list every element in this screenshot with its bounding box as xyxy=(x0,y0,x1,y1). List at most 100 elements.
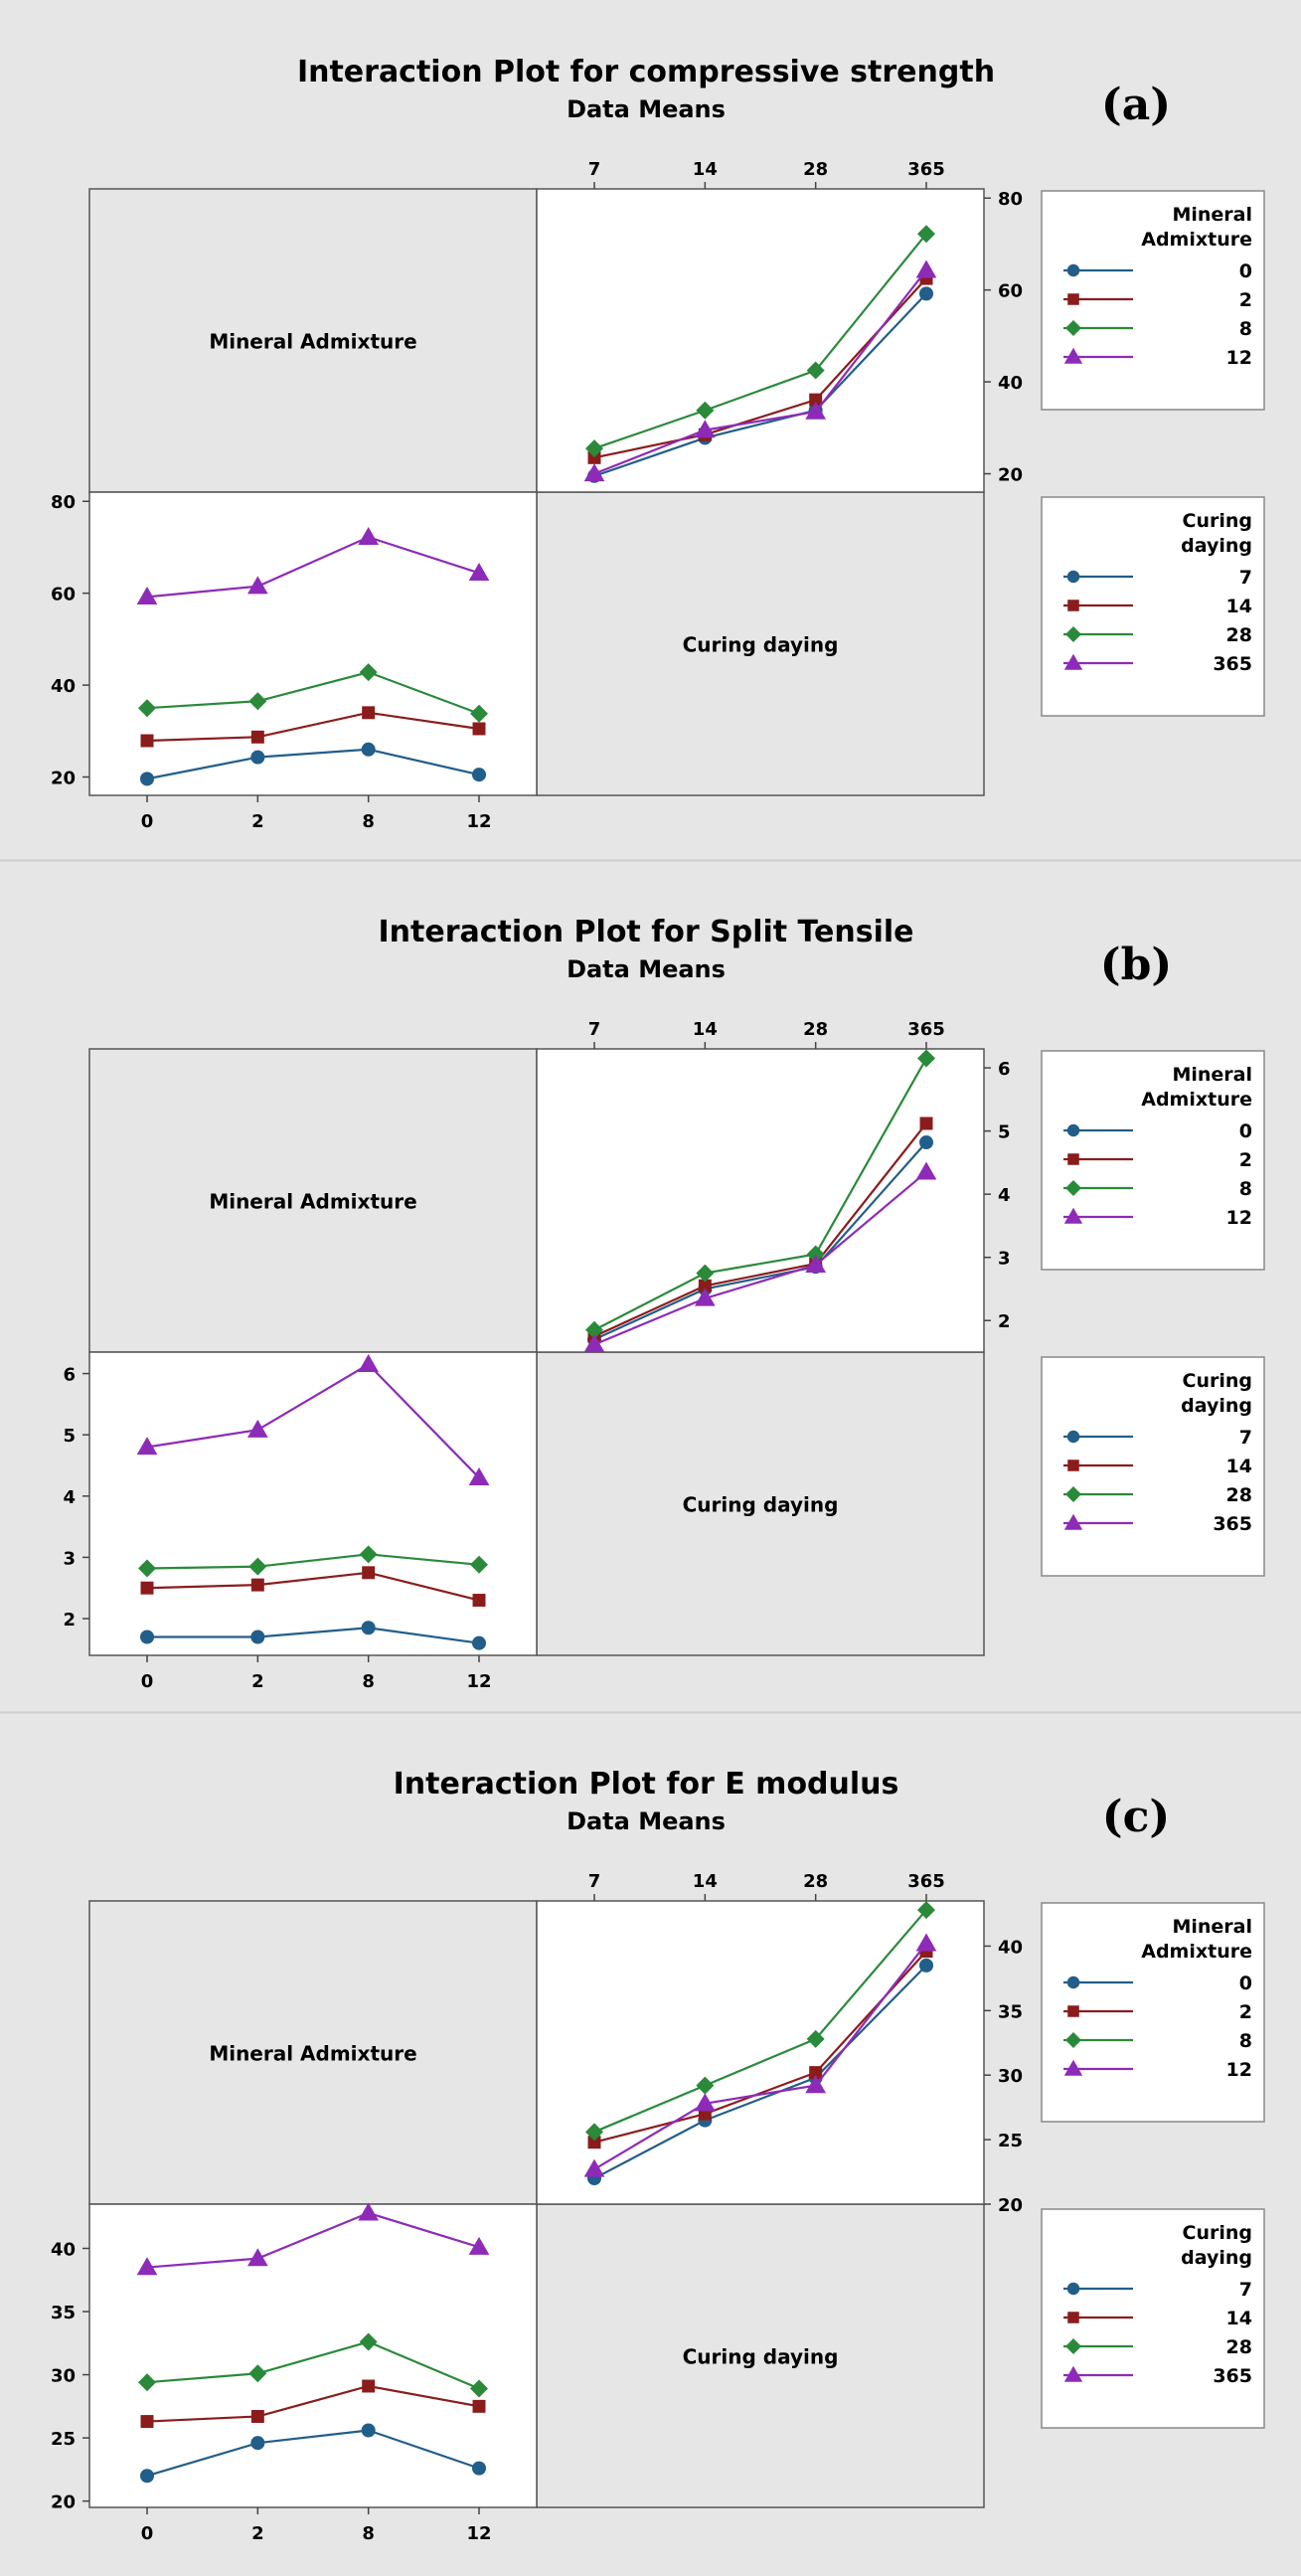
y-tick-label: 5 xyxy=(998,1122,1011,1143)
y-tick-label: 2 xyxy=(63,1610,76,1631)
x-tick-label: 8 xyxy=(362,811,375,832)
series-12 xyxy=(583,259,937,482)
data-point xyxy=(696,401,715,420)
legend-marker xyxy=(1065,1180,1081,1196)
legend-marker xyxy=(1066,1975,1080,1989)
y-tick-label: 3 xyxy=(998,1249,1011,1270)
bottom-left-plot: 0 2 8 12 20 40 60 80 xyxy=(51,491,538,832)
y-tick-label: 25 xyxy=(51,2429,76,2450)
plot-area xyxy=(536,188,985,493)
legend-title-line2: daying xyxy=(1181,535,1252,557)
data-point xyxy=(246,576,268,595)
data-point xyxy=(805,401,827,420)
series-line xyxy=(593,292,927,477)
series-12 xyxy=(583,1933,937,2177)
data-point xyxy=(139,772,155,786)
series-line xyxy=(593,1171,927,1346)
series-8 xyxy=(585,1901,935,2142)
x-tick-label: 365 xyxy=(907,1871,945,1892)
x-tick-label: 0 xyxy=(141,1671,154,1692)
y-tick-label: 20 xyxy=(998,2195,1023,2216)
legend-item: 7 xyxy=(1063,2279,1252,2301)
legend-item: 28 xyxy=(1063,1484,1252,1506)
series-line xyxy=(593,1909,927,2134)
legend-marker xyxy=(1063,1513,1083,1530)
series-line xyxy=(593,233,927,450)
x-tick-label: 28 xyxy=(803,159,828,180)
x-tick-label: 8 xyxy=(362,1671,375,1692)
x-tick-label: 7 xyxy=(588,1871,601,1892)
data-point xyxy=(585,1320,603,1339)
data-point xyxy=(583,463,605,482)
data-point xyxy=(138,1559,156,1578)
data-point xyxy=(809,393,823,407)
legend-item: 28 xyxy=(1063,2336,1252,2358)
x-tick-label: 0 xyxy=(141,811,154,832)
x-tick-label: 28 xyxy=(803,1019,828,1040)
legend-label: 28 xyxy=(1226,1484,1252,1506)
legend-label: 8 xyxy=(1239,2030,1252,2052)
x-tick-label: 0 xyxy=(141,2523,154,2544)
y-tick-label: 20 xyxy=(998,465,1023,486)
legend-label: 12 xyxy=(1226,347,1252,369)
diagonal-label-curing: Curing daying xyxy=(683,633,839,657)
top-legend: Mineral Admixture 0 2 8 12 xyxy=(1041,190,1265,411)
legend-item: 8 xyxy=(1063,2030,1252,2052)
series-line xyxy=(146,748,480,780)
series-line xyxy=(593,1057,927,1331)
legend-item: 8 xyxy=(1063,1178,1252,1200)
data-point xyxy=(806,1245,825,1264)
x-tick-label: 2 xyxy=(251,1671,264,1692)
y-tick-label: 20 xyxy=(51,2492,76,2513)
data-point xyxy=(917,1901,935,1920)
legend-marker xyxy=(1065,1486,1081,1502)
legend-label: 2 xyxy=(1239,289,1252,311)
plot-area xyxy=(88,1351,538,1656)
x-tick-label: 2 xyxy=(251,2523,264,2544)
series-line xyxy=(593,1943,927,2170)
x-tick-label: 365 xyxy=(907,159,945,180)
data-point xyxy=(362,706,376,720)
data-point xyxy=(246,1419,268,1438)
series-365 xyxy=(136,2202,490,2276)
y-tick-label: 35 xyxy=(998,2001,1023,2022)
y-tick-label: 40 xyxy=(998,373,1023,394)
legend-label: 0 xyxy=(1239,260,1252,282)
data-point xyxy=(361,1621,376,1635)
legend-marker xyxy=(1067,1460,1079,1471)
data-point xyxy=(248,1557,267,1576)
series-line xyxy=(146,1571,480,1602)
y-tick-label: 2 xyxy=(998,1311,1011,1332)
diagonal-label-mineral: Mineral Admixture xyxy=(209,1190,416,1214)
legend-item: 365 xyxy=(1063,1513,1252,1535)
legend-label: 7 xyxy=(1239,2279,1252,2301)
y-tick-label: 20 xyxy=(51,769,76,789)
diagonal-label-curing: Curing daying xyxy=(683,1493,839,1517)
legend-label: 8 xyxy=(1239,318,1252,340)
plot-area xyxy=(88,491,538,796)
data-point xyxy=(470,704,488,723)
data-point xyxy=(915,1161,937,1180)
x-tick-label: 12 xyxy=(466,811,491,832)
bottom-legend: Curing daying 7 14 28 365 xyxy=(1041,1356,1265,1577)
data-point xyxy=(805,2075,827,2094)
x-tick-label: 12 xyxy=(466,1671,491,1692)
diagonal-cell-curing xyxy=(536,491,985,796)
legend-title-line2: Admixture xyxy=(1141,229,1252,251)
legend-label: 14 xyxy=(1226,596,1252,617)
legend-label: 28 xyxy=(1226,2336,1252,2358)
data-point xyxy=(918,1958,934,1973)
bottom-legend: Curing daying 7 14 28 365 xyxy=(1041,496,1265,717)
data-point xyxy=(250,2410,264,2423)
y-tick-label: 40 xyxy=(51,2239,76,2260)
data-point xyxy=(362,2379,376,2393)
figure-a: (a) Interaction Plot for compressive stre… xyxy=(51,55,1265,832)
legend-marker xyxy=(1065,2032,1081,2048)
data-point xyxy=(359,1545,378,1564)
legend-title-line2: daying xyxy=(1181,2247,1252,2269)
legend-title-line2: Admixture xyxy=(1141,1089,1252,1111)
y-tick-label: 80 xyxy=(51,492,76,513)
data-point xyxy=(585,2123,603,2142)
legend-item: 0 xyxy=(1063,1120,1252,1142)
